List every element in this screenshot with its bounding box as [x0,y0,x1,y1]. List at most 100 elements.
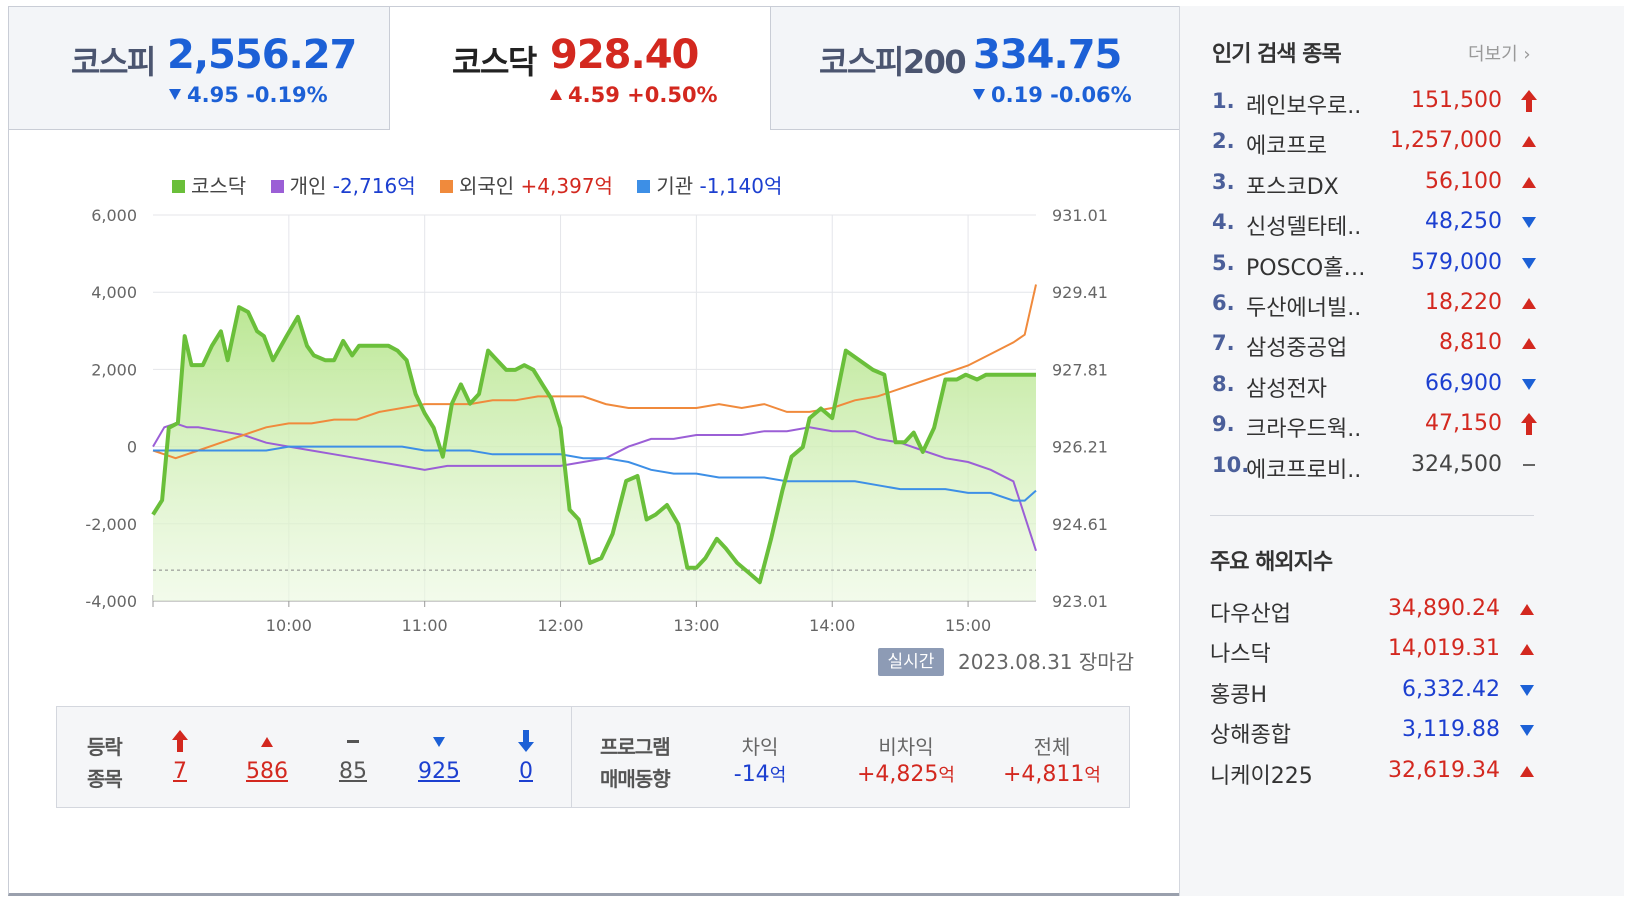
program-header-arbitrage: 차익 [741,735,779,759]
up-triangle-icon [1514,637,1540,663]
popular-item[interactable]: 1. 레인보우로.. 151,500 [1212,81,1542,121]
legend-item-individual[interactable]: 개인 -2,716억 [270,170,416,199]
x-tick-label: 12:00 [537,616,583,635]
up-triangle-icon [1516,291,1542,317]
left-tick-label: -2,000 [85,515,137,534]
more-link[interactable]: 더보기 › [1468,44,1531,65]
series-line-2 [152,284,1037,460]
stock-name[interactable]: 두산에너빌.. [1246,296,1362,321]
tab-kospi[interactable]: 코스피 2,556.27 4.95 -0.19% [9,7,390,130]
stock-price: 151,500 [1411,88,1502,113]
advancing-count[interactable]: 586 [246,759,288,784]
stock-name[interactable]: 포스코DX [1246,174,1339,200]
unchanged-count[interactable]: 85 [339,759,367,784]
declining-count[interactable]: 925 [418,759,460,784]
breadth-label: 등락 [87,735,123,759]
stock-name[interactable]: 삼성중공업 [1246,336,1348,362]
left-tick-label: 0 [127,438,137,457]
rank-number: 7. [1212,331,1235,356]
x-tick-label: 11:00 [402,616,448,635]
kosdaq-area [153,307,1036,601]
stock-price: 66,900 [1425,370,1502,396]
index-change: 4.59 +0.50% [550,83,718,107]
stock-name[interactable]: 크라우드웍.. [1246,417,1362,443]
legend-value: -2,716억 [332,174,416,198]
left-tick-label: 4,000 [91,283,137,302]
popular-item[interactable]: 8. 삼성전자 66,900 [1212,364,1542,404]
index-name[interactable]: 나스닥 [1210,642,1271,668]
realtime-badge[interactable]: 실시간 [878,648,944,676]
index-change: 0.19 -0.06% [973,83,1132,107]
up-triangle-icon [1516,129,1542,155]
stock-price: 8,810 [1439,330,1502,356]
stock-name[interactable]: 신성델타테.. [1246,215,1362,241]
divider [571,707,572,807]
breadth-label: 종목 [87,767,123,791]
legend-swatch [270,180,284,193]
index-name[interactable]: 상해종합 [1210,723,1291,749]
overseas-title: 주요 해외지수 [1210,550,1333,575]
program-label: 매매동향 [600,767,671,791]
lower-limit-count[interactable]: 0 [519,759,533,784]
index-name[interactable]: 홍콩H [1210,682,1268,708]
overseas-index-item[interactable]: 다우산업 34,890.24 [1210,589,1540,629]
rank-number: 6. [1212,291,1235,315]
stock-name[interactable]: 에코프로비.. [1246,457,1362,483]
popular-item[interactable]: 7. 삼성중공업 8,810 [1212,323,1542,363]
index-value: 2,556.27 [167,32,357,78]
index-value: 6,332.42 [1402,676,1500,702]
x-tick-label: 14:00 [809,616,855,635]
down-triangle-icon [1514,718,1540,744]
chart-legend: 코스닥 개인 -2,716억 외국인 +4,397억 기관 -1,140억 [172,170,800,199]
x-tick-label: 10:00 [266,616,312,635]
index-value: 34,890.24 [1388,596,1500,621]
popular-item[interactable]: 9. 크라우드웍.. 47,150 [1212,404,1542,444]
index-name[interactable]: 니케이225 [1210,763,1313,789]
popular-item[interactable]: 10. 에코프로비.. 324,500 [1212,445,1542,485]
upper-limit-arrow-icon [1516,412,1542,438]
right-tick-label: 923.01 [1052,592,1108,611]
up-triangle-icon [1514,759,1540,785]
stock-price: 579,000 [1411,249,1502,275]
overseas-index-item[interactable]: 나스닥 14,019.31 [1210,629,1540,669]
index-change: 4.95 -0.19% [169,83,328,107]
rank-number: 1. [1212,89,1235,113]
index-value: 928.40 [550,32,699,78]
down-triangle-icon [409,729,469,753]
chevron-right-icon: › [1517,44,1531,65]
legend-value: -1,140억 [699,174,783,198]
overseas-index-item[interactable]: 상해종합 3,119.88 [1210,710,1540,750]
index-name[interactable]: 다우산업 [1210,602,1291,627]
stock-name[interactable]: POSCO홀… [1246,255,1366,281]
stock-name[interactable]: 레인보우로.. [1246,94,1362,119]
legend-item-foreign[interactable]: 외국인 +4,397억 [439,170,613,199]
down-triangle-icon [1516,210,1542,236]
popular-item[interactable]: 2. 에코프로 1,257,000 [1212,121,1542,161]
x-tick-label: 15:00 [945,616,991,635]
right-tick-label: 931.01 [1052,206,1108,225]
stock-name[interactable]: 삼성전자 [1246,376,1327,402]
right-tick-label: 924.61 [1052,515,1108,534]
stock-name[interactable]: 에코프로 [1246,134,1327,160]
left-tick-label: 2,000 [91,360,137,379]
overseas-index-item[interactable]: 니케이225 32,619.34 [1210,751,1540,791]
popular-item[interactable]: 5. POSCO홀… 579,000 [1212,243,1542,283]
up-triangle-icon [1516,170,1542,196]
index-value: 14,019.31 [1388,636,1500,662]
upper-limit-count[interactable]: 7 [173,759,187,784]
legend-item-kosdaq[interactable]: 코스닥 [172,170,246,199]
tab-kosdaq[interactable]: 코스닥 928.40 4.59 +0.50% [390,7,771,130]
legend-item-institution[interactable]: 기관 -1,140억 [637,170,782,199]
tab-kospi200[interactable]: 코스피200 334.75 0.19 -0.06% [771,7,1181,130]
rank-number: 9. [1212,412,1235,437]
legend-swatch [439,180,453,193]
popular-item[interactable]: 6. 두산에너빌.. 18,220 [1212,283,1542,323]
popular-item[interactable]: 4. 신성델타테.. 48,250 [1212,202,1542,242]
legend-swatch [172,180,185,193]
down-triangle-icon [1514,678,1540,704]
rank-number: 2. [1212,129,1235,154]
overseas-index-item[interactable]: 홍콩H 6,332.42 [1210,670,1540,710]
series-line-1 [152,422,1037,552]
popular-item[interactable]: 3. 포스코DX 56,100 [1212,162,1542,202]
left-tick-label: -4,000 [85,592,137,611]
